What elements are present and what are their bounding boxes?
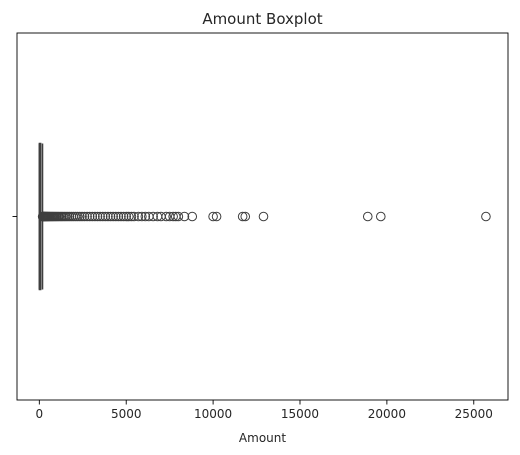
- outlier-point: [187, 211, 198, 222]
- x-tick-label: 25000: [455, 407, 493, 421]
- outlier-point: [113, 211, 124, 222]
- x-tick-label: 10000: [194, 407, 232, 421]
- outlier-point: [118, 211, 129, 222]
- outlier-point: [90, 211, 100, 222]
- outlier-point: [258, 211, 269, 222]
- outlier-point: [481, 211, 491, 222]
- outlier-point: [140, 211, 151, 222]
- outlier-point: [108, 211, 118, 222]
- outlier-point: [110, 211, 121, 222]
- x-tick-label: 15000: [281, 407, 319, 421]
- outlier-point: [79, 211, 90, 222]
- x-axis-label: Amount: [239, 431, 286, 445]
- outlier-point: [105, 211, 116, 222]
- outlier-point: [75, 211, 85, 222]
- x-axis-ticks: 0 5000 10000 15000 20000 25000: [36, 400, 493, 421]
- outlier-point: [82, 211, 92, 222]
- outlier-point: [129, 211, 139, 222]
- x-tick-label: 5000: [111, 407, 142, 421]
- outlier-point: [77, 211, 87, 222]
- outlier-point: [375, 211, 386, 222]
- outlier-point: [121, 211, 132, 222]
- outlier-point: [97, 211, 108, 222]
- outlier-point: [237, 211, 248, 222]
- outlier-point: [103, 211, 113, 222]
- x-tick-label: 0: [36, 407, 44, 421]
- outlier-point: [116, 211, 126, 222]
- outlier-point: [133, 211, 144, 222]
- outlier-point: [100, 211, 111, 222]
- outlier-point: [240, 211, 251, 222]
- chart-title: Amount Boxplot: [202, 10, 322, 28]
- outlier-point: [72, 211, 83, 222]
- outlier-point: [161, 211, 171, 222]
- outlier-point: [87, 211, 98, 222]
- outlier-point: [92, 211, 103, 222]
- outlier-point: [137, 211, 147, 222]
- outlier-point: [126, 211, 137, 222]
- outlier-point: [124, 211, 134, 222]
- outlier-point: [211, 211, 222, 222]
- outlier-point: [95, 211, 105, 222]
- outlier-point: [208, 211, 218, 222]
- outlier-point: [362, 211, 373, 222]
- outlier-point: [179, 211, 190, 222]
- outlier-point: [84, 211, 95, 222]
- x-tick-label: 20000: [368, 407, 406, 421]
- outlier-point: [168, 211, 178, 222]
- outlier-point: [148, 211, 158, 222]
- outlier-point: [173, 211, 184, 222]
- plot-area: [37, 142, 491, 291]
